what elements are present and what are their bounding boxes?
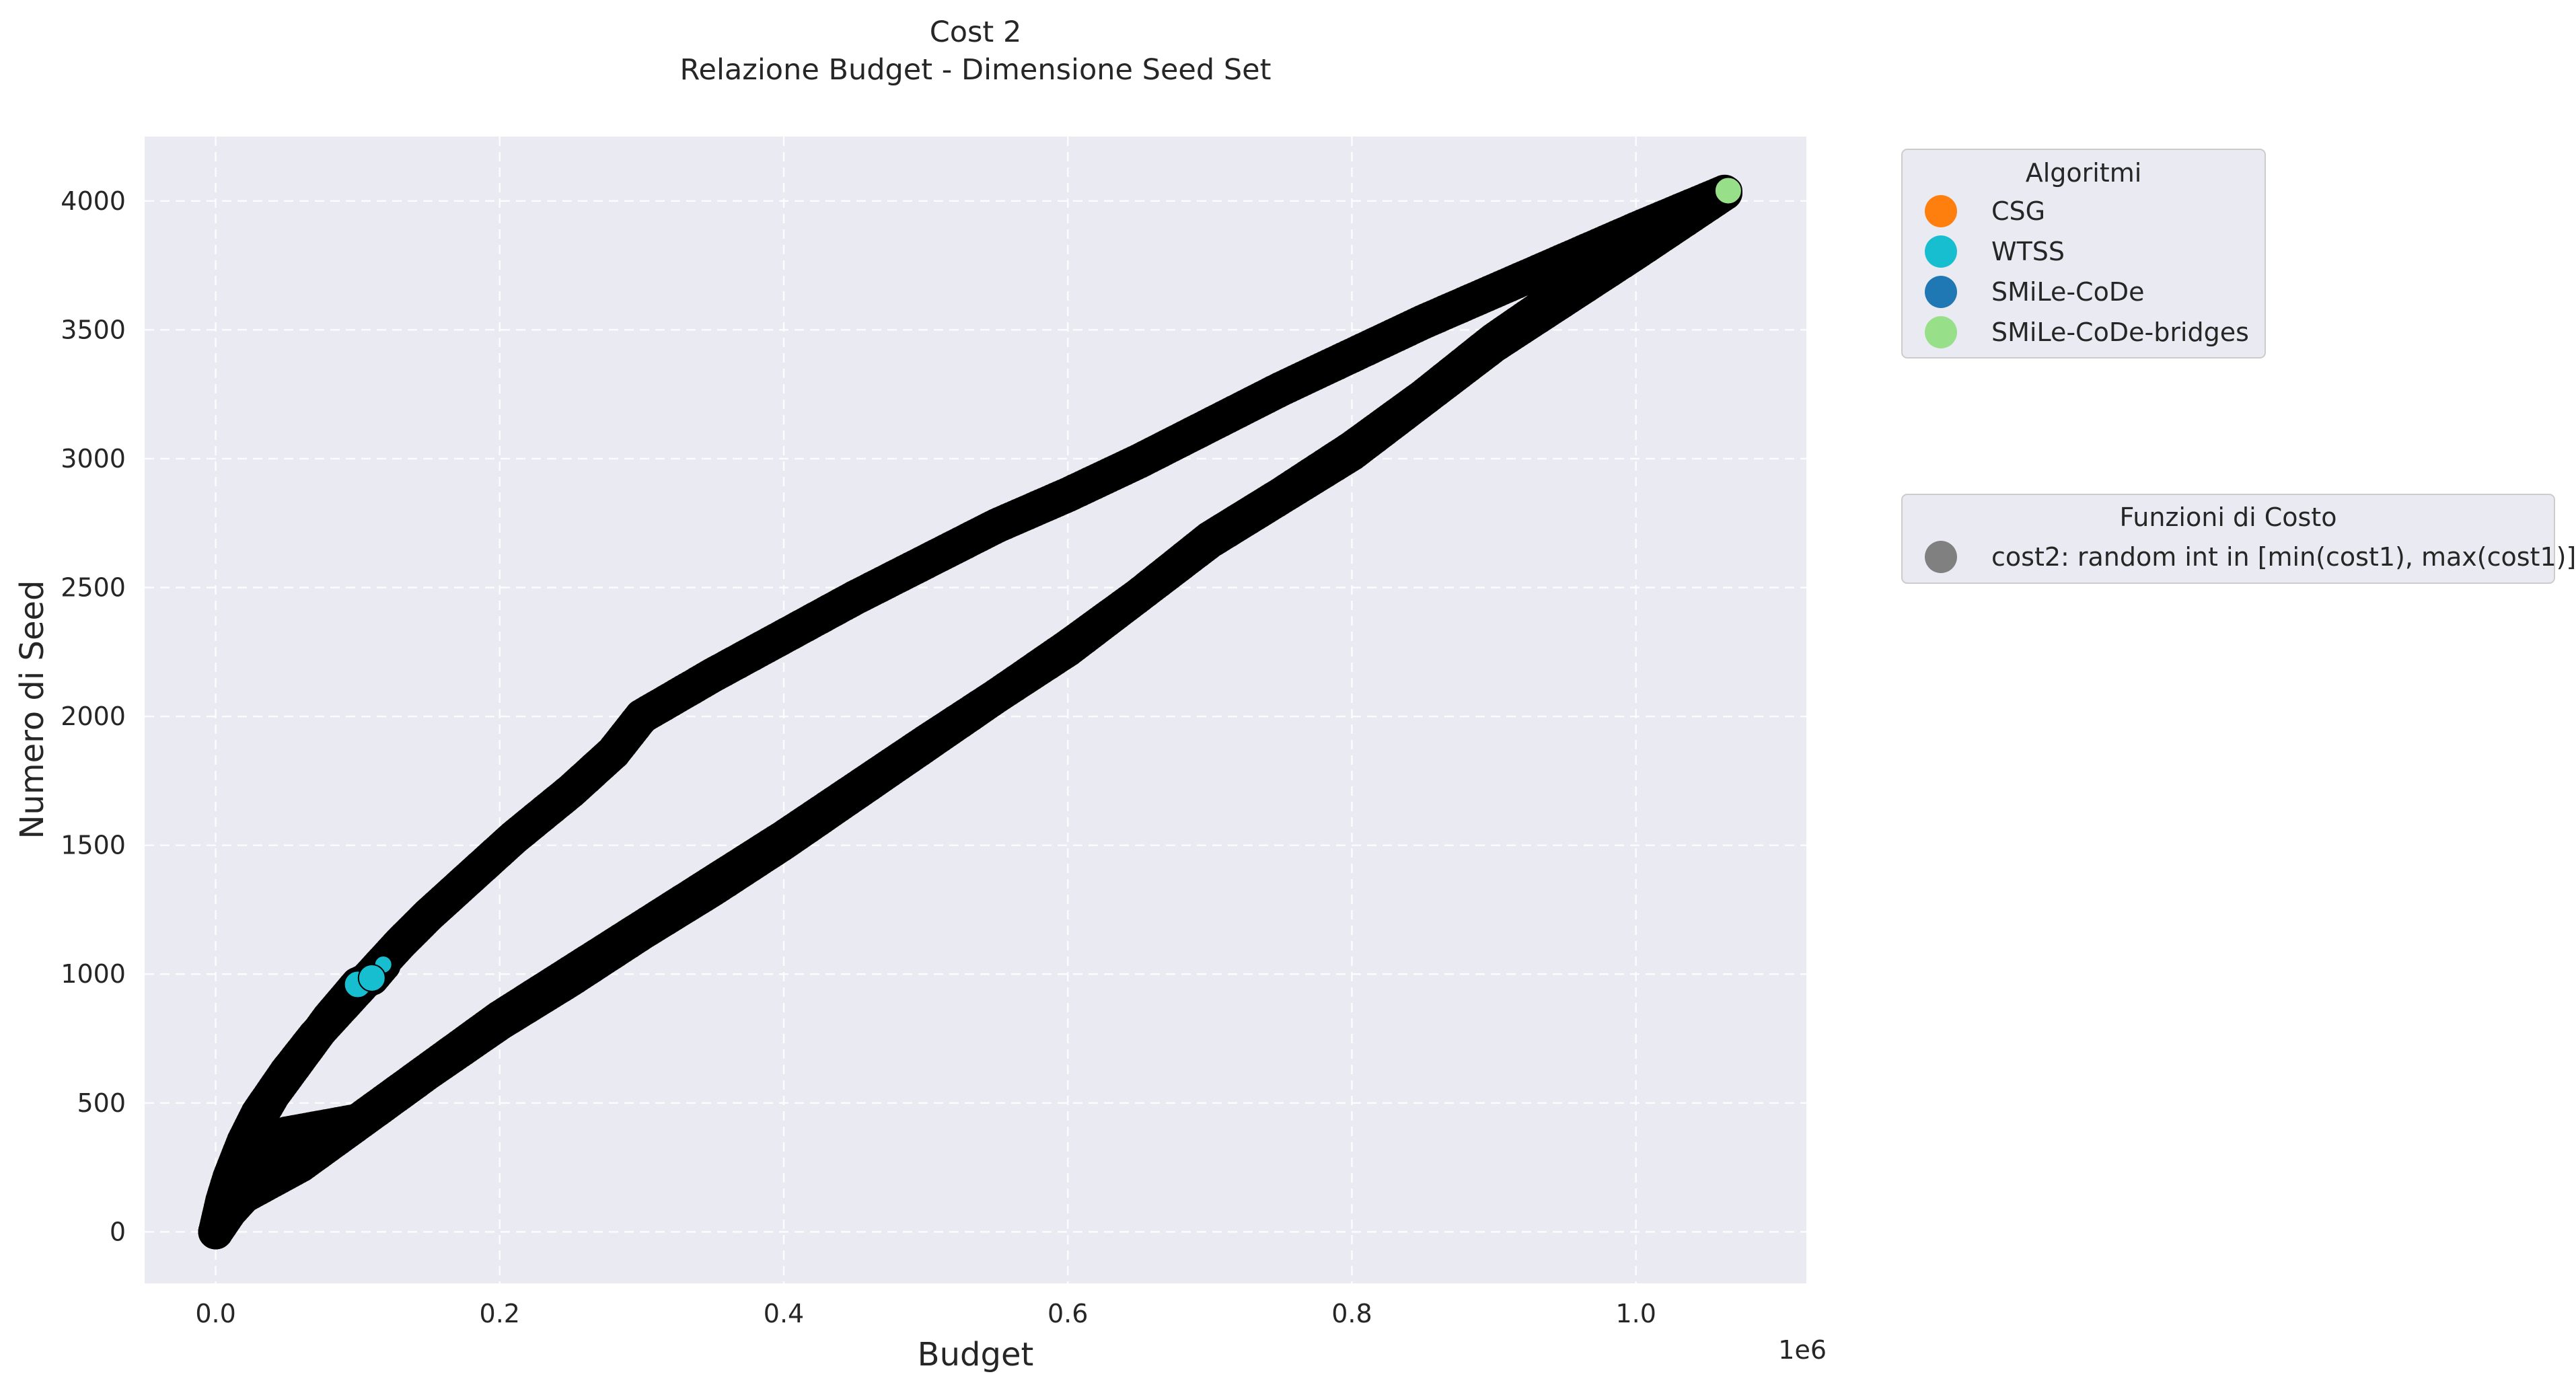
legend-algoritmi-title: Algoritmi: [2026, 158, 2142, 188]
legend-funzioni-entries: cost2: random int in [min(cost1), max(co…: [1925, 541, 2576, 573]
data-point-wtss: [357, 963, 386, 992]
y-tick-labels: 0 500 1000 1500 2000 2500 3000 3500 4000: [61, 186, 126, 1247]
legend-label: CSG: [1991, 196, 2045, 226]
legend-label: SMiLe-CoDe-bridges: [1991, 317, 2249, 347]
y-tick-label: 3000: [61, 444, 126, 474]
data-points: [198, 174, 1742, 1250]
grid: [145, 137, 1806, 1283]
x-tick-label: 0.4: [764, 1299, 804, 1328]
legend-algoritmi-frame: [1901, 149, 2266, 359]
x-tick-label: 1.0: [1615, 1299, 1656, 1328]
legend-marker: [1925, 195, 1957, 227]
x-tick-label: 0.8: [1331, 1299, 1372, 1328]
y-tick-label: 4000: [61, 186, 126, 216]
legend-label: SMiLe-CoDe: [1991, 277, 2144, 307]
legend-label: WTSS: [1991, 237, 2065, 266]
legend-funzioni-di-costo: Funzioni di Costo cost2: random int in […: [1901, 494, 2576, 584]
legend-algoritmi: Algoritmi CSG WTSS SMiLe-CoDe SMiLe-CoDe-br…: [1901, 149, 2266, 359]
y-tick-label: 3500: [61, 315, 126, 344]
data-point-smile-code-bridges: [1714, 176, 1742, 205]
chart-title: Cost 2: [930, 15, 1022, 49]
chart-subtitle: Relazione Budget - Dimensione Seed Set: [680, 53, 1272, 87]
x-tick-label: 0.6: [1047, 1299, 1088, 1328]
y-tick-label: 500: [77, 1088, 126, 1118]
x-tick-label: 0.0: [195, 1299, 235, 1328]
y-tick-label: 2000: [61, 702, 126, 731]
legend-label: cost2: random int in [min(cost1), max(co…: [1991, 542, 2576, 572]
legend-funzioni-title: Funzioni di Costo: [2120, 502, 2337, 532]
legend-marker: [1925, 316, 1957, 348]
x-axis-offset-label: 1e6: [1778, 1335, 1827, 1365]
series-wtss: [198, 947, 401, 1250]
legend-algoritmi-entries: CSG WTSS SMiLe-CoDe SMiLe-CoDe-bridges: [1925, 195, 2249, 348]
legend-funzioni-frame: [1901, 494, 2555, 584]
x-tick-label: 0.2: [480, 1299, 520, 1328]
legend-marker: [1925, 235, 1957, 268]
y-axis-label: Numero di Seed: [13, 580, 51, 839]
y-tick-label: 1000: [61, 959, 126, 989]
x-axis-label: Budget: [918, 1336, 1034, 1374]
y-tick-label: 1500: [61, 831, 126, 860]
legend-marker: [1925, 541, 1957, 573]
series-csg: [198, 174, 1742, 1250]
x-tick-labels: 0.0 0.2 0.4 0.6 0.8 1.0: [195, 1299, 1656, 1328]
y-tick-label: 2500: [61, 573, 126, 603]
legend-marker: [1925, 276, 1957, 308]
y-tick-label: 0: [110, 1217, 126, 1246]
